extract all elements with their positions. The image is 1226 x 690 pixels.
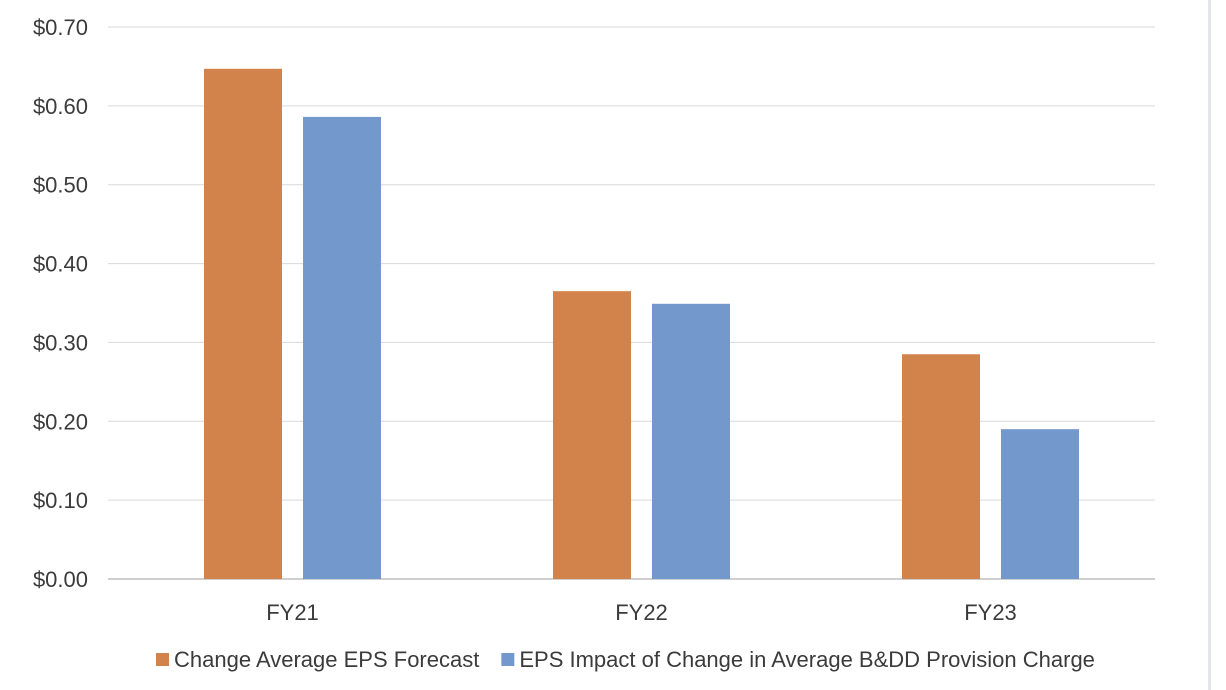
legend-swatch	[156, 653, 169, 666]
bar-fy21-series-1	[204, 68, 282, 580]
y-tick-label: $0.20	[33, 409, 88, 434]
legend: Change Average EPS Forecast EPS Impact of…	[156, 647, 1095, 672]
x-axis-tick-labels: FY21 FY22 FY23	[266, 600, 1017, 625]
x-tick-label: FY22	[615, 600, 668, 625]
y-tick-label: $0.70	[33, 15, 88, 40]
y-tick-label: $0.60	[33, 94, 88, 119]
legend-label: Change Average EPS Forecast	[174, 647, 479, 672]
y-tick-label: $0.50	[33, 173, 88, 198]
y-tick-label: $0.30	[33, 330, 88, 355]
y-tick-label: $0.40	[33, 252, 88, 277]
bars	[204, 68, 1079, 580]
grid-lines	[108, 26, 1155, 580]
bar-fy21-series-2	[303, 116, 381, 579]
x-tick-label: FY23	[964, 600, 1017, 625]
legend-swatch	[501, 653, 515, 666]
bar-fy22-series-2	[652, 303, 730, 579]
frame-edge	[1208, 0, 1211, 690]
bar-fy23-series-1	[902, 354, 980, 579]
y-tick-label: $0.10	[33, 488, 88, 513]
bar-fy23-series-2	[1001, 429, 1079, 579]
y-axis-tick-labels: $0.00 $0.10 $0.20 $0.30 $0.40 $0.50 $0.60 $0.70	[33, 15, 88, 592]
bar-fy22-series-1	[553, 291, 631, 579]
y-tick-label: $0.00	[33, 567, 88, 592]
legend-label: EPS Impact of Change in Average B&DD Pro…	[519, 647, 1095, 672]
x-tick-label: FY21	[266, 600, 319, 625]
